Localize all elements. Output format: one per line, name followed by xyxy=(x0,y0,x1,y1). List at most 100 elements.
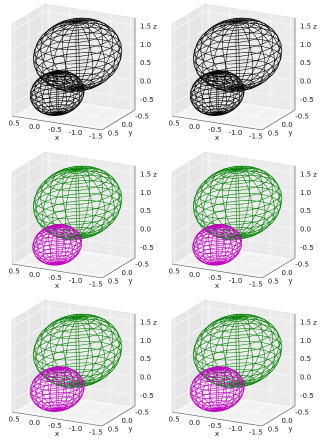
wire-meridian xyxy=(49,72,58,116)
wire-meridian xyxy=(47,71,58,114)
grid-line xyxy=(216,11,251,124)
wire-meridian xyxy=(210,226,218,266)
z-tick-label: 1.0 xyxy=(300,189,311,197)
wire-meridian xyxy=(225,169,238,240)
y-tick-label: 0.5 xyxy=(268,425,279,433)
wire-meridian xyxy=(62,166,78,237)
wire-meridian xyxy=(77,168,120,237)
y-tick-label: -0.5 xyxy=(295,261,309,269)
wire-meridian xyxy=(57,226,82,264)
grid-line xyxy=(171,47,296,69)
wire-meridian xyxy=(57,72,80,114)
wire-meridian xyxy=(201,72,218,116)
wire-meridian xyxy=(217,224,237,264)
grid-line xyxy=(174,22,265,129)
y-axis-line xyxy=(101,257,136,279)
wire-meridian xyxy=(32,226,58,264)
wire-meridian xyxy=(57,226,83,264)
y-axis-label: y xyxy=(288,277,292,285)
wire-meridian xyxy=(41,368,58,412)
wire-meridian xyxy=(77,20,120,89)
z-tick-label: 1.0 xyxy=(140,337,151,345)
wire-meridian xyxy=(75,17,78,88)
z-tick-label: 1.5 xyxy=(140,22,151,30)
grid-line xyxy=(188,310,279,417)
wire-meridian xyxy=(237,317,283,385)
wire-meridian xyxy=(209,72,218,116)
sphere xyxy=(189,70,245,116)
sphere xyxy=(189,366,245,412)
wire-meridian xyxy=(77,317,80,388)
z-tick-label: -0.5 xyxy=(300,244,314,252)
wire-meridian xyxy=(192,226,218,264)
x-tick-label: -1.5 xyxy=(249,280,263,288)
wire-meridian xyxy=(49,368,58,412)
x-axis-label: x xyxy=(55,134,59,142)
x-tick-label: 0.0 xyxy=(189,123,200,131)
wire-meridian xyxy=(237,166,263,237)
y-axis-line xyxy=(101,405,136,427)
x-tick-label: 0.5 xyxy=(169,416,180,424)
wire-meridian xyxy=(197,226,218,265)
sphere xyxy=(29,366,85,412)
wire-meridian xyxy=(235,313,238,384)
wire-meridian xyxy=(57,366,73,410)
z-tick-label: 1.5 xyxy=(140,170,151,178)
z-tick-label: 0.0 xyxy=(140,374,151,382)
wire-meridian xyxy=(77,167,113,237)
x-tick-label: 0.5 xyxy=(169,268,180,276)
wire-meridian xyxy=(237,317,266,386)
sphere xyxy=(192,224,243,266)
wire-meridian xyxy=(216,72,219,116)
x-tick-label: -0.5 xyxy=(208,422,222,430)
wire-meridian xyxy=(237,169,275,237)
grid-line xyxy=(56,307,91,420)
wire-meridian xyxy=(55,366,58,410)
z-tick-label: 1.5 xyxy=(300,170,311,178)
y-axis-label: y xyxy=(128,425,132,433)
wire-meridian xyxy=(57,368,85,410)
y-axis-line xyxy=(261,257,296,279)
wire-meridian xyxy=(237,313,251,385)
wire-meridian xyxy=(189,72,218,114)
wire-meridian xyxy=(237,317,240,388)
wire-meridian xyxy=(57,225,81,264)
wire-meridian xyxy=(48,224,58,264)
wire-meridian xyxy=(77,317,106,386)
wire-meridian xyxy=(57,224,72,264)
wire-meridian xyxy=(77,169,106,238)
x-tick-label: -1.0 xyxy=(69,129,83,137)
wire-meridian xyxy=(237,17,251,89)
x-tick-label: -1.5 xyxy=(89,428,103,436)
y-tick-label: -0.5 xyxy=(135,261,149,269)
wire-meridian xyxy=(57,368,67,412)
wire-meridian xyxy=(37,226,58,265)
z-tick-label: 0.0 xyxy=(300,374,311,382)
grid-line xyxy=(11,307,136,328)
x-tick-label: 0.5 xyxy=(9,268,20,276)
z-tick-label: 1.5 xyxy=(300,318,311,326)
y-axis-label: y xyxy=(128,277,132,285)
grid-line xyxy=(188,162,279,269)
wire-meridian xyxy=(56,368,59,412)
wire-meridian xyxy=(200,71,218,114)
wire-meridian xyxy=(217,368,240,410)
grid-line xyxy=(11,47,136,69)
grid-line xyxy=(201,153,293,260)
wire-meridian xyxy=(237,169,283,237)
x-tick-label: 0.0 xyxy=(29,271,40,279)
wire-meridian xyxy=(216,366,225,410)
wire-meridian xyxy=(49,315,78,385)
x-axis-label: x xyxy=(215,430,219,438)
wire-meridian xyxy=(216,368,219,412)
wire-meridian xyxy=(77,21,80,92)
grid-line xyxy=(14,318,105,425)
grid-line xyxy=(41,153,133,260)
wire-meridian xyxy=(50,226,58,266)
grid-line xyxy=(257,313,292,426)
wire-meridian xyxy=(237,316,280,385)
x-tick-label: -1.0 xyxy=(229,425,243,433)
wire-meridian xyxy=(217,226,226,265)
wire-meridian xyxy=(77,166,103,237)
wire-meridian xyxy=(77,169,123,237)
